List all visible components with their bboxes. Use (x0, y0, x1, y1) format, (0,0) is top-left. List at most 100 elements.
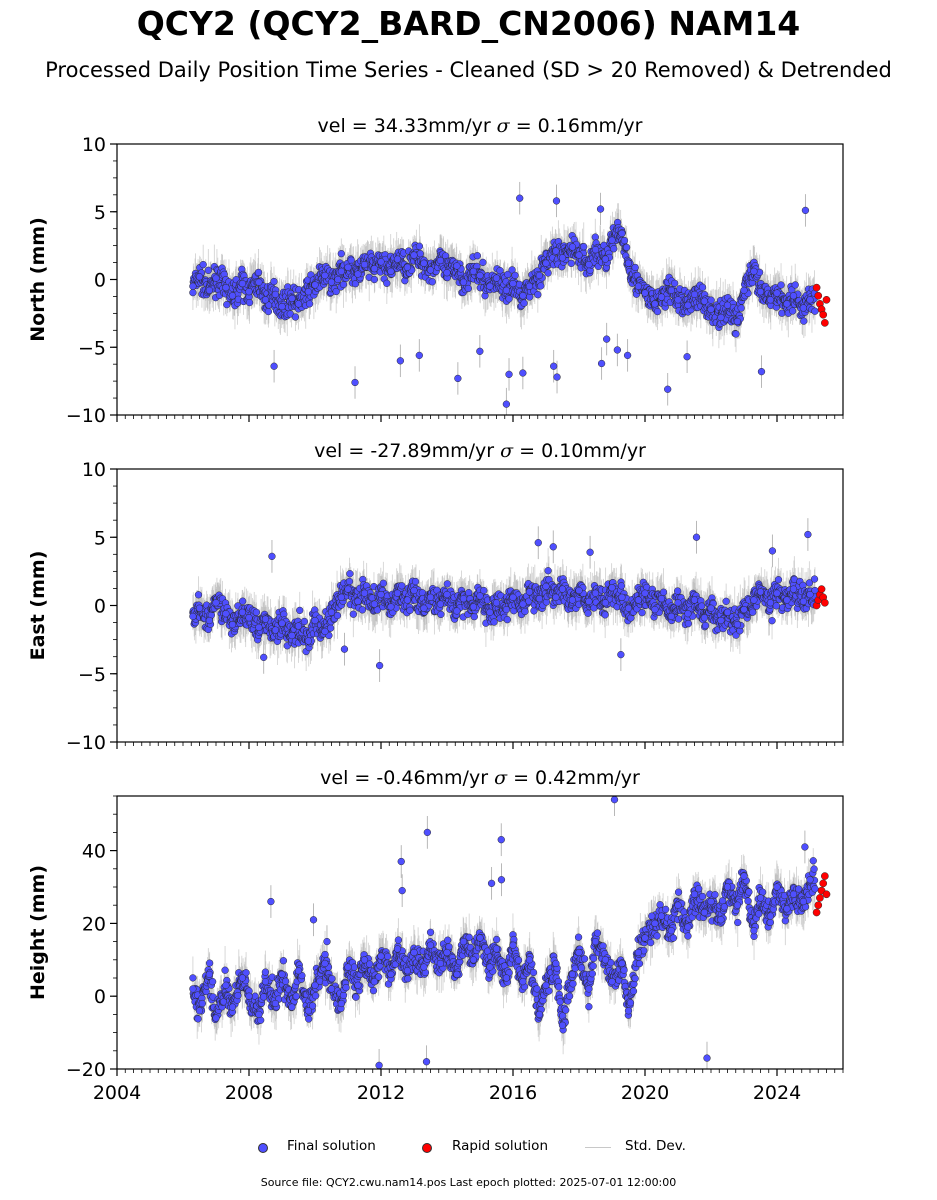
final-point (396, 357, 405, 365)
final-point (695, 885, 703, 893)
final-point (519, 600, 527, 608)
final-point (321, 271, 329, 280)
final-point (337, 999, 346, 1008)
final-point (766, 918, 774, 927)
final-point (234, 991, 242, 1000)
final-point (674, 296, 682, 304)
final-point (255, 1010, 263, 1019)
final-point (707, 305, 715, 313)
final-point (568, 243, 577, 251)
final-point (620, 966, 628, 974)
final-point (651, 300, 659, 308)
final-point (305, 1015, 313, 1023)
final-point (733, 620, 742, 629)
final-point (565, 992, 574, 1000)
final-point (601, 599, 610, 607)
final-point (567, 259, 575, 268)
final-point (426, 266, 435, 274)
final-point (568, 970, 577, 979)
final-point (569, 980, 577, 988)
final-point (744, 897, 752, 905)
y-tick-label: 0 (94, 986, 106, 1008)
final-point (608, 584, 616, 592)
final-point (403, 263, 412, 271)
final-point (351, 378, 359, 387)
final-point (393, 589, 402, 597)
rapid-point (814, 901, 823, 910)
final-point (534, 291, 542, 299)
final-point (552, 197, 561, 205)
final-point (189, 288, 197, 297)
final-point (740, 605, 748, 614)
final-point (245, 992, 253, 1000)
final-point (562, 1006, 570, 1014)
final-point (328, 975, 336, 983)
final-point (811, 885, 819, 893)
final-point (804, 530, 812, 539)
final-point (608, 977, 616, 986)
final-point (805, 579, 814, 587)
final-point (305, 300, 314, 308)
final-point (542, 259, 550, 267)
final-point (810, 575, 819, 583)
final-point (469, 956, 478, 964)
final-point (492, 945, 501, 953)
final-point (617, 582, 626, 590)
final-point (591, 246, 600, 254)
final-point (189, 282, 197, 290)
panel-title: vel = 34.33mm/yr σ = 0.16mm/yr (318, 115, 643, 137)
final-point (641, 289, 649, 297)
final-point (542, 981, 550, 989)
final-point (479, 258, 487, 267)
final-point (194, 591, 203, 599)
final-point (349, 610, 357, 618)
final-point (801, 206, 810, 215)
y-tick-label: 0 (94, 596, 106, 618)
final-point (270, 362, 278, 370)
final-point (773, 589, 781, 597)
final-point (436, 600, 445, 608)
final-point (799, 897, 808, 906)
rapid-solution-points (812, 585, 829, 610)
final-point (281, 977, 290, 985)
final-point (568, 596, 577, 604)
final-point (601, 255, 610, 263)
final-point (601, 956, 610, 964)
final-point (189, 974, 197, 982)
final-point (575, 251, 583, 259)
final-point (626, 999, 635, 1007)
final-point (603, 335, 611, 343)
final-point (773, 883, 781, 891)
final-point (342, 983, 350, 992)
final-point (555, 983, 563, 991)
final-point (340, 645, 349, 653)
final-point (321, 959, 329, 968)
final-point (789, 585, 798, 593)
final-point (509, 279, 517, 288)
final-point (635, 959, 644, 968)
final-point (509, 593, 517, 601)
final-point (223, 300, 231, 309)
final-point (205, 970, 214, 979)
final-point (756, 288, 765, 296)
final-point (311, 992, 320, 1000)
final-point (505, 295, 513, 303)
final-point (589, 954, 598, 963)
final-point (634, 282, 643, 290)
final-point (288, 631, 296, 640)
final-solution-points (189, 796, 819, 1069)
final-point (397, 857, 405, 866)
final-point (684, 610, 692, 618)
final-point (618, 229, 626, 238)
final-point (651, 919, 659, 928)
final-point (608, 236, 616, 244)
final-point (789, 890, 798, 898)
final-point (617, 650, 625, 659)
final-point (641, 589, 649, 597)
final-point (585, 985, 593, 993)
final-point (444, 936, 452, 944)
final-point (722, 597, 730, 605)
final-point (288, 1003, 296, 1011)
final-point (662, 905, 670, 914)
rapid-solution-points (812, 283, 831, 327)
